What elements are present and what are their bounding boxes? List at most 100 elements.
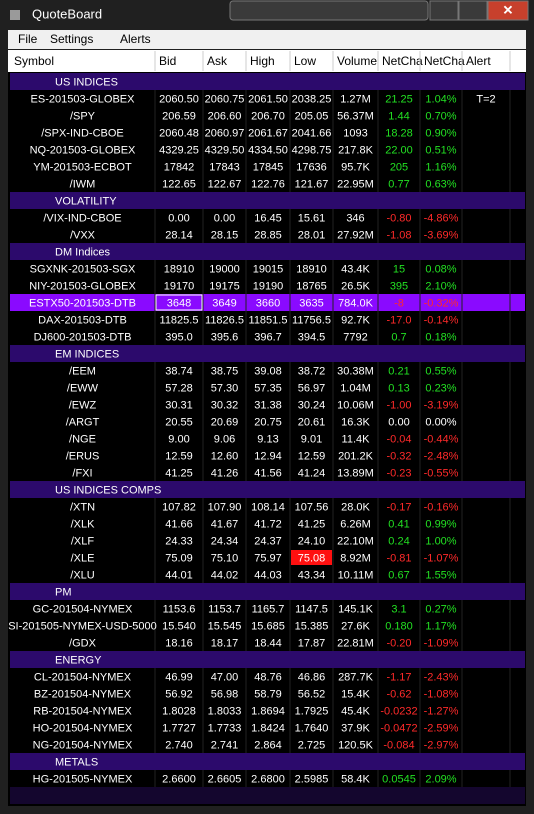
symbol-cell[interactable]: BZ-201504-NYMEX xyxy=(34,688,132,700)
quote-cell: -2.59% xyxy=(424,722,459,734)
symbol-cell[interactable]: YM-201503-ECBOT xyxy=(33,161,132,173)
quote-cell: 2.725 xyxy=(298,739,326,751)
column-header[interactable]: Symbol xyxy=(14,54,54,68)
symbol-cell[interactable]: /EEM xyxy=(69,365,96,377)
group-row xyxy=(10,243,525,260)
symbol-cell[interactable]: /NGE xyxy=(69,433,96,445)
quote-cell: 201.2K xyxy=(338,450,374,462)
quote-cell: -0.81 xyxy=(386,552,411,564)
menu-item[interactable]: Alerts xyxy=(120,32,151,46)
quote-cell: 205 xyxy=(390,161,408,173)
quote-cell: 57.35 xyxy=(254,382,282,394)
minimize-button[interactable] xyxy=(429,0,459,21)
quote-cell: 121.67 xyxy=(295,178,329,190)
quote-cell: 395 xyxy=(390,280,408,292)
quote-cell: 21.25 xyxy=(385,93,413,105)
quote-cell: T=2 xyxy=(476,93,495,105)
column-header[interactable]: Volume xyxy=(337,54,377,68)
symbol-cell[interactable]: /VXX xyxy=(70,229,96,241)
quote-cell: 2061.50 xyxy=(248,93,288,105)
symbol-cell[interactable]: /ERUS xyxy=(66,450,100,462)
alert-cell xyxy=(291,550,332,565)
quote-cell: 2041.66 xyxy=(292,127,332,139)
quote-cell: 2061.67 xyxy=(248,127,288,139)
symbol-cell[interactable]: RB-201504-NYMEX xyxy=(33,705,132,717)
maximize-button[interactable] xyxy=(458,0,488,21)
symbol-cell[interactable]: SI-201505-NYMEX-USD-5000 xyxy=(8,620,157,632)
menu-item[interactable]: File xyxy=(18,32,38,46)
quote-cell: -1.08% xyxy=(424,688,459,700)
column-header[interactable]: High xyxy=(250,54,275,68)
symbol-cell[interactable]: /SPY xyxy=(70,110,96,122)
quote-cell: 75.09 xyxy=(165,552,193,564)
column-header[interactable]: NetCha xyxy=(382,54,423,68)
symbol-cell[interactable]: ES-201503-GLOBEX xyxy=(31,93,136,105)
quote-cell: 122.65 xyxy=(162,178,196,190)
group-row xyxy=(10,73,525,90)
quote-cell: 9.01 xyxy=(301,433,322,445)
quote-cell: -0.0472 xyxy=(380,722,417,734)
symbol-cell[interactable]: SGXNK-201503-SGX xyxy=(30,263,136,275)
quote-cell: -17.0 xyxy=(386,314,411,326)
close-button[interactable] xyxy=(487,0,529,21)
column-header[interactable]: Ask xyxy=(207,54,228,68)
column-header[interactable]: NetCha xyxy=(424,54,465,68)
quote-cell: 30.24 xyxy=(298,399,326,411)
quote-cell: 17842 xyxy=(164,161,195,173)
quote-cell: 56.98 xyxy=(211,688,239,700)
quote-cell: 1.04% xyxy=(425,93,456,105)
symbol-cell[interactable]: /GDX xyxy=(69,637,97,649)
quote-cell: -0.0232 xyxy=(380,705,417,717)
quote-cell: 9.00 xyxy=(168,433,189,445)
quote-cell: 92.7K xyxy=(341,314,370,326)
symbol-cell[interactable]: /EWZ xyxy=(69,399,97,411)
symbol-cell[interactable]: ESTX50-201503-DTB xyxy=(29,297,136,309)
quote-cell: 0.23% xyxy=(425,382,456,394)
symbol-cell[interactable]: NIY-201503-GLOBEX xyxy=(29,280,136,292)
toolbar-buttons[interactable] xyxy=(229,0,429,21)
column-header[interactable]: Alert xyxy=(466,54,491,68)
quote-cell: 0.00% xyxy=(425,416,456,428)
symbol-cell[interactable]: HO-201504-NYMEX xyxy=(33,722,133,734)
quote-cell: 27.6K xyxy=(341,620,370,632)
symbol-cell[interactable]: HG-201505-NYMEX xyxy=(33,773,133,785)
quote-cell: 0.77 xyxy=(388,178,409,190)
quote-cell: 1.04M xyxy=(340,382,371,394)
symbol-cell[interactable]: NG-201504-NYMEX xyxy=(33,739,133,751)
symbol-cell[interactable]: /XLK xyxy=(71,518,96,530)
quote-cell: 217.8K xyxy=(338,144,374,156)
quote-cell: 8.92M xyxy=(340,552,371,564)
column-header[interactable]: Low xyxy=(294,54,316,68)
menu-item[interactable]: Settings xyxy=(50,32,93,46)
quote-cell: 18910 xyxy=(296,263,327,275)
quote-cell: 38.74 xyxy=(165,365,193,377)
quote-cell: 17843 xyxy=(209,161,240,173)
quote-cell: 394.5 xyxy=(298,331,326,343)
symbol-cell[interactable]: GC-201504-NYMEX xyxy=(33,603,133,615)
symbol-cell[interactable]: /IWM xyxy=(70,178,96,190)
symbol-cell[interactable]: /XTN xyxy=(70,501,95,513)
symbol-cell[interactable]: /EWW xyxy=(67,382,99,394)
symbol-cell[interactable]: /VIX-IND-CBOE xyxy=(43,212,121,224)
symbol-cell[interactable]: /XLE xyxy=(71,552,95,564)
symbol-cell[interactable]: DAX-201503-DTB xyxy=(38,314,127,326)
symbol-cell[interactable]: /XLU xyxy=(70,569,95,581)
symbol-cell[interactable]: CL-201504-NYMEX xyxy=(34,671,132,683)
quote-cell: 44.01 xyxy=(165,569,193,581)
column-header[interactable]: Bid xyxy=(159,54,176,68)
symbol-cell[interactable]: DJ600-201503-DTB xyxy=(34,331,132,343)
quote-cell: 10.11M xyxy=(338,569,374,581)
quote-cell: 12.94 xyxy=(254,450,282,462)
quote-cell: -0.16% xyxy=(424,501,459,513)
quote-cell: 6.26M xyxy=(340,518,371,530)
quote-cell: 0.55% xyxy=(425,365,456,377)
symbol-cell[interactable]: /ARGT xyxy=(66,416,100,428)
quote-cell: 43.34 xyxy=(298,569,326,581)
quote-cell: 107.56 xyxy=(295,501,329,513)
symbol-cell[interactable]: /FXI xyxy=(72,467,92,479)
quote-cell: 0.67 xyxy=(388,569,409,581)
selected-row xyxy=(10,294,525,311)
symbol-cell[interactable]: /SPX-IND-CBOE xyxy=(41,127,124,139)
symbol-cell[interactable]: /XLF xyxy=(71,535,95,547)
symbol-cell[interactable]: NQ-201503-GLOBEX xyxy=(30,144,136,156)
